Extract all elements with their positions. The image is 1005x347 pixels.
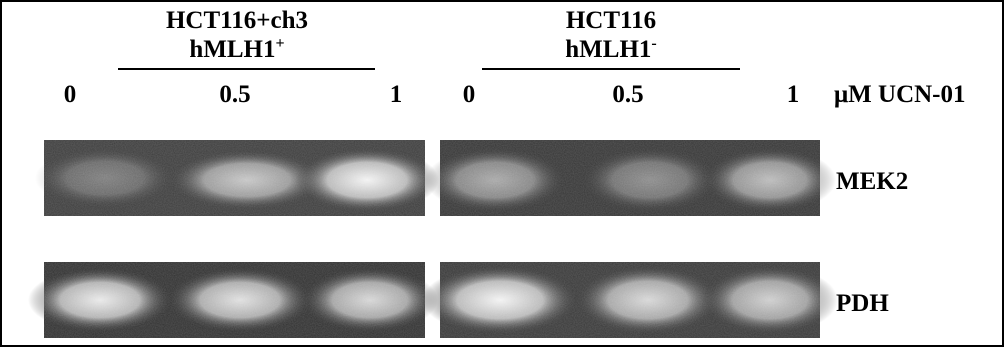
lane-label: 1 [787, 81, 800, 108]
sublabel-text: hMLH1 [189, 36, 275, 63]
gel-panel [422, 262, 838, 338]
sublabel-superscript: - [651, 35, 656, 52]
lane-label: 0.5 [612, 81, 643, 108]
gel-noise [440, 140, 820, 216]
lane-label: 0 [463, 81, 476, 108]
gel-noise [44, 262, 425, 338]
group-sublabel: hMLH1- [565, 35, 656, 63]
lane-label: 0 [64, 81, 77, 108]
gel-panel [35, 140, 439, 216]
group-sublabel: hMLH1+ [189, 35, 284, 63]
gel-panel [425, 140, 836, 216]
lane-label: 0.5 [219, 81, 250, 108]
row-label: PDH [836, 290, 889, 317]
gel-noise [440, 262, 820, 338]
row-label: MEK2 [836, 168, 908, 195]
group-label: HCT116+ch3 [166, 7, 308, 34]
lane-label: 1 [390, 81, 403, 108]
group-label: HCT116 [566, 7, 656, 34]
unit-label: μM UCN-01 [834, 81, 966, 108]
sublabel-superscript: + [276, 35, 285, 52]
gel-panel [28, 262, 438, 338]
gel-noise [44, 140, 425, 216]
figure: HCT116+ch3 hMLH1+ HCT116 hMLH1- 0 0.5 1 … [0, 0, 1005, 347]
sublabel-text: hMLH1 [565, 36, 651, 63]
